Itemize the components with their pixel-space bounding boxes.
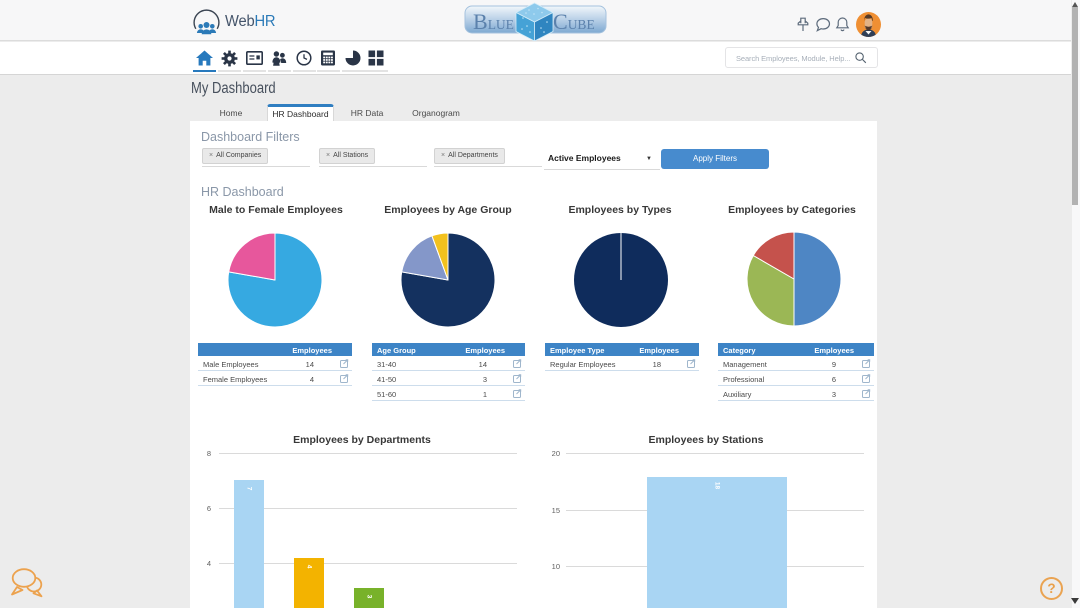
svg-text:?: ? [1047,581,1055,596]
